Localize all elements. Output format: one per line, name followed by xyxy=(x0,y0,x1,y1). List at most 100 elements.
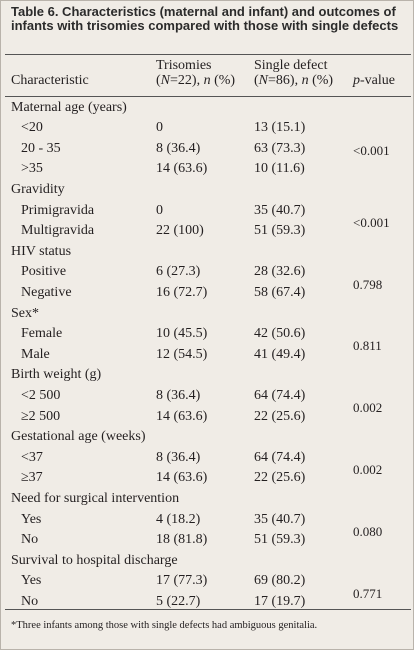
trisomies-cell: 8 (36.4) xyxy=(156,140,201,156)
table-row: ≥37 14 (63.6) 22 (25.6) xyxy=(1,469,413,490)
row-label: <2 500 xyxy=(21,387,61,403)
trisomies-cell: 14 (63.6) xyxy=(156,161,208,177)
section-heading-row: HIV status xyxy=(1,243,413,264)
row-label: ≥37 xyxy=(21,470,43,486)
row-label: ≥2 500 xyxy=(21,408,61,424)
header-single-defect: Single defect xyxy=(254,58,328,73)
single-defect-cell: 28 (32.6) xyxy=(254,264,306,280)
trisomies-cell: 8 (36.4) xyxy=(156,387,201,403)
row-label: Gravidity xyxy=(11,181,65,197)
single-defect-cell: 22 (25.6) xyxy=(254,470,306,486)
row-label: Yes xyxy=(21,573,42,589)
row-label: Need for surgical intervention xyxy=(11,490,180,506)
section-heading-row: Maternal age (years) xyxy=(1,99,413,120)
row-label: Positive xyxy=(21,264,67,280)
pvalue-cell: 0.798 xyxy=(353,276,383,292)
trisomies-cell: 0 xyxy=(156,120,163,136)
trisomies-cell: 14 (63.6) xyxy=(156,408,208,424)
trisomies-cell: 18 (81.8) xyxy=(156,532,208,548)
header-trisomies-n: (N=22), n (%) xyxy=(156,73,236,88)
pvalue-cell: 0.771 xyxy=(353,585,383,601)
row-label: Yes xyxy=(21,511,42,527)
row-label: Negative xyxy=(21,284,72,300)
single-defect-cell: 35 (40.7) xyxy=(254,511,306,527)
row-label: Survival to hospital discharge xyxy=(11,552,178,568)
trisomies-cell: 12 (54.5) xyxy=(156,346,208,362)
single-defect-cell: 51 (59.3) xyxy=(254,532,306,548)
trisomies-cell: 5 (22.7) xyxy=(156,593,201,609)
trisomies-cell: 4 (18.2) xyxy=(156,511,201,527)
single-defect-cell: 64 (74.4) xyxy=(254,449,306,465)
row-label: No xyxy=(21,593,39,609)
row-label: Gestational age (weeks) xyxy=(11,429,146,445)
header-trisomies: Trisomies xyxy=(156,58,212,73)
row-label: >35 xyxy=(21,161,43,177)
section-heading-row: Survival to hospital discharge xyxy=(1,552,413,573)
trisomies-cell: 14 (63.6) xyxy=(156,470,208,486)
pvalue-cell: 0.002 xyxy=(353,400,383,416)
single-defect-cell: 35 (40.7) xyxy=(254,202,306,218)
table-row: Negative 16 (72.7) 58 (67.4) xyxy=(1,284,413,305)
trisomies-cell: 22 (100) xyxy=(156,223,204,239)
row-label: <20 xyxy=(21,120,43,136)
trisomies-cell: 17 (77.3) xyxy=(156,573,208,589)
table-row: ≥2 500 14 (63.6) 22 (25.6) xyxy=(1,408,413,429)
table-title: Table 6. Characteristics (maternal and i… xyxy=(11,4,399,33)
table-row: >35 14 (63.6) 10 (11.6) xyxy=(1,160,413,181)
row-label: Birth weight (g) xyxy=(11,367,102,383)
single-defect-cell: 51 (59.3) xyxy=(254,223,306,239)
table-row: 20 - 35 8 (36.4) 63 (73.3) xyxy=(1,140,413,161)
row-label: Primigravida xyxy=(21,202,95,218)
single-defect-cell: 69 (80.2) xyxy=(254,573,306,589)
trisomies-cell: 16 (72.7) xyxy=(156,284,208,300)
trisomies-cell: 6 (27.3) xyxy=(156,264,201,280)
table-row: Positive 6 (27.3) 28 (32.6) xyxy=(1,263,413,284)
pvalue-cell: 0.811 xyxy=(353,338,382,354)
table-row: Yes 4 (18.2) 35 (40.7) xyxy=(1,511,413,532)
single-defect-cell: 58 (67.4) xyxy=(254,284,306,300)
row-label: Female xyxy=(21,326,63,342)
section-heading-row: Need for surgical intervention xyxy=(1,490,413,511)
row-label: No xyxy=(21,532,39,548)
table-row: <20 0 13 (15.1) xyxy=(1,119,413,140)
table-row: Multigravida 22 (100) 51 (59.3) xyxy=(1,222,413,243)
section-heading-row: Sex* xyxy=(1,305,413,326)
single-defect-cell: 17 (19.7) xyxy=(254,593,306,609)
trisomies-cell: 0 xyxy=(156,202,163,218)
single-defect-cell: 22 (25.6) xyxy=(254,408,306,424)
section-heading-row: Gestational age (weeks) xyxy=(1,428,413,449)
single-defect-cell: 63 (73.3) xyxy=(254,140,306,156)
pvalue-cell: <0.001 xyxy=(353,214,390,230)
table-row: No 5 (22.7) 17 (19.7) xyxy=(1,593,413,614)
row-label: Maternal age (years) xyxy=(11,99,127,115)
single-defect-cell: 41 (49.4) xyxy=(254,346,306,362)
header-single-defect-n: (N=86), n (%) xyxy=(254,73,334,88)
single-defect-cell: 64 (74.4) xyxy=(254,387,306,403)
table-row: <37 8 (36.4) 64 (74.4) xyxy=(1,449,413,470)
section-heading-row: Gravidity xyxy=(1,181,413,202)
row-label: Multigravida xyxy=(21,223,95,239)
table-row: Primigravida 0 35 (40.7) xyxy=(1,202,413,223)
top-rule xyxy=(5,54,411,55)
header-characteristic: Characteristic xyxy=(11,73,89,88)
header-pvalue: p-value xyxy=(353,73,395,88)
table-row: <2 500 8 (36.4) 64 (74.4) xyxy=(1,387,413,408)
table-row: Male 12 (54.5) 41 (49.4) xyxy=(1,346,413,367)
pvalue-cell: <0.001 xyxy=(353,142,390,158)
row-label: Male xyxy=(21,346,50,362)
footnote: *Three infants among those with single d… xyxy=(11,620,318,631)
row-label: 20 - 35 xyxy=(21,140,61,156)
trisomies-cell: 8 (36.4) xyxy=(156,449,201,465)
header-rule xyxy=(5,96,411,97)
row-label: HIV status xyxy=(11,243,72,259)
row-label: Sex* xyxy=(11,305,39,321)
bottom-rule xyxy=(5,609,411,610)
table-row: Yes 17 (77.3) 69 (80.2) xyxy=(1,572,413,593)
row-label: <37 xyxy=(21,449,43,465)
single-defect-cell: 13 (15.1) xyxy=(254,120,306,136)
table-row: Female 10 (45.5) 42 (50.6) xyxy=(1,325,413,346)
pvalue-cell: 0.080 xyxy=(353,523,383,539)
section-heading-row: Birth weight (g) xyxy=(1,366,413,387)
single-defect-cell: 10 (11.6) xyxy=(254,161,305,177)
